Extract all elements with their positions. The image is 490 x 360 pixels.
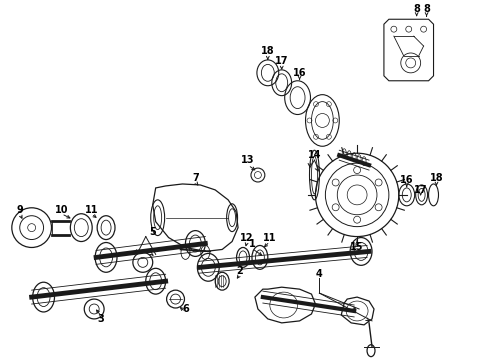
Text: 5: 5 bbox=[149, 226, 156, 237]
Text: 17: 17 bbox=[414, 185, 427, 195]
Text: 17: 17 bbox=[275, 56, 289, 66]
Text: 6: 6 bbox=[182, 304, 189, 314]
Text: 9: 9 bbox=[16, 205, 23, 215]
Text: 18: 18 bbox=[430, 173, 443, 183]
Text: 14: 14 bbox=[308, 150, 321, 160]
Text: 7: 7 bbox=[192, 173, 199, 183]
Text: 2: 2 bbox=[237, 266, 244, 276]
Text: 15: 15 bbox=[350, 243, 364, 252]
Text: 8: 8 bbox=[423, 4, 430, 14]
Text: 16: 16 bbox=[293, 68, 306, 78]
Text: 8: 8 bbox=[413, 4, 420, 14]
Text: 4: 4 bbox=[316, 269, 323, 279]
Text: 11: 11 bbox=[84, 205, 98, 215]
Text: 1: 1 bbox=[248, 239, 255, 249]
Text: 16: 16 bbox=[400, 175, 414, 185]
Text: 3: 3 bbox=[98, 314, 104, 324]
Text: 10: 10 bbox=[55, 205, 68, 215]
Text: 11: 11 bbox=[263, 233, 276, 243]
Text: 18: 18 bbox=[261, 46, 274, 56]
Text: 13: 13 bbox=[241, 155, 255, 165]
Text: 12: 12 bbox=[240, 233, 254, 243]
